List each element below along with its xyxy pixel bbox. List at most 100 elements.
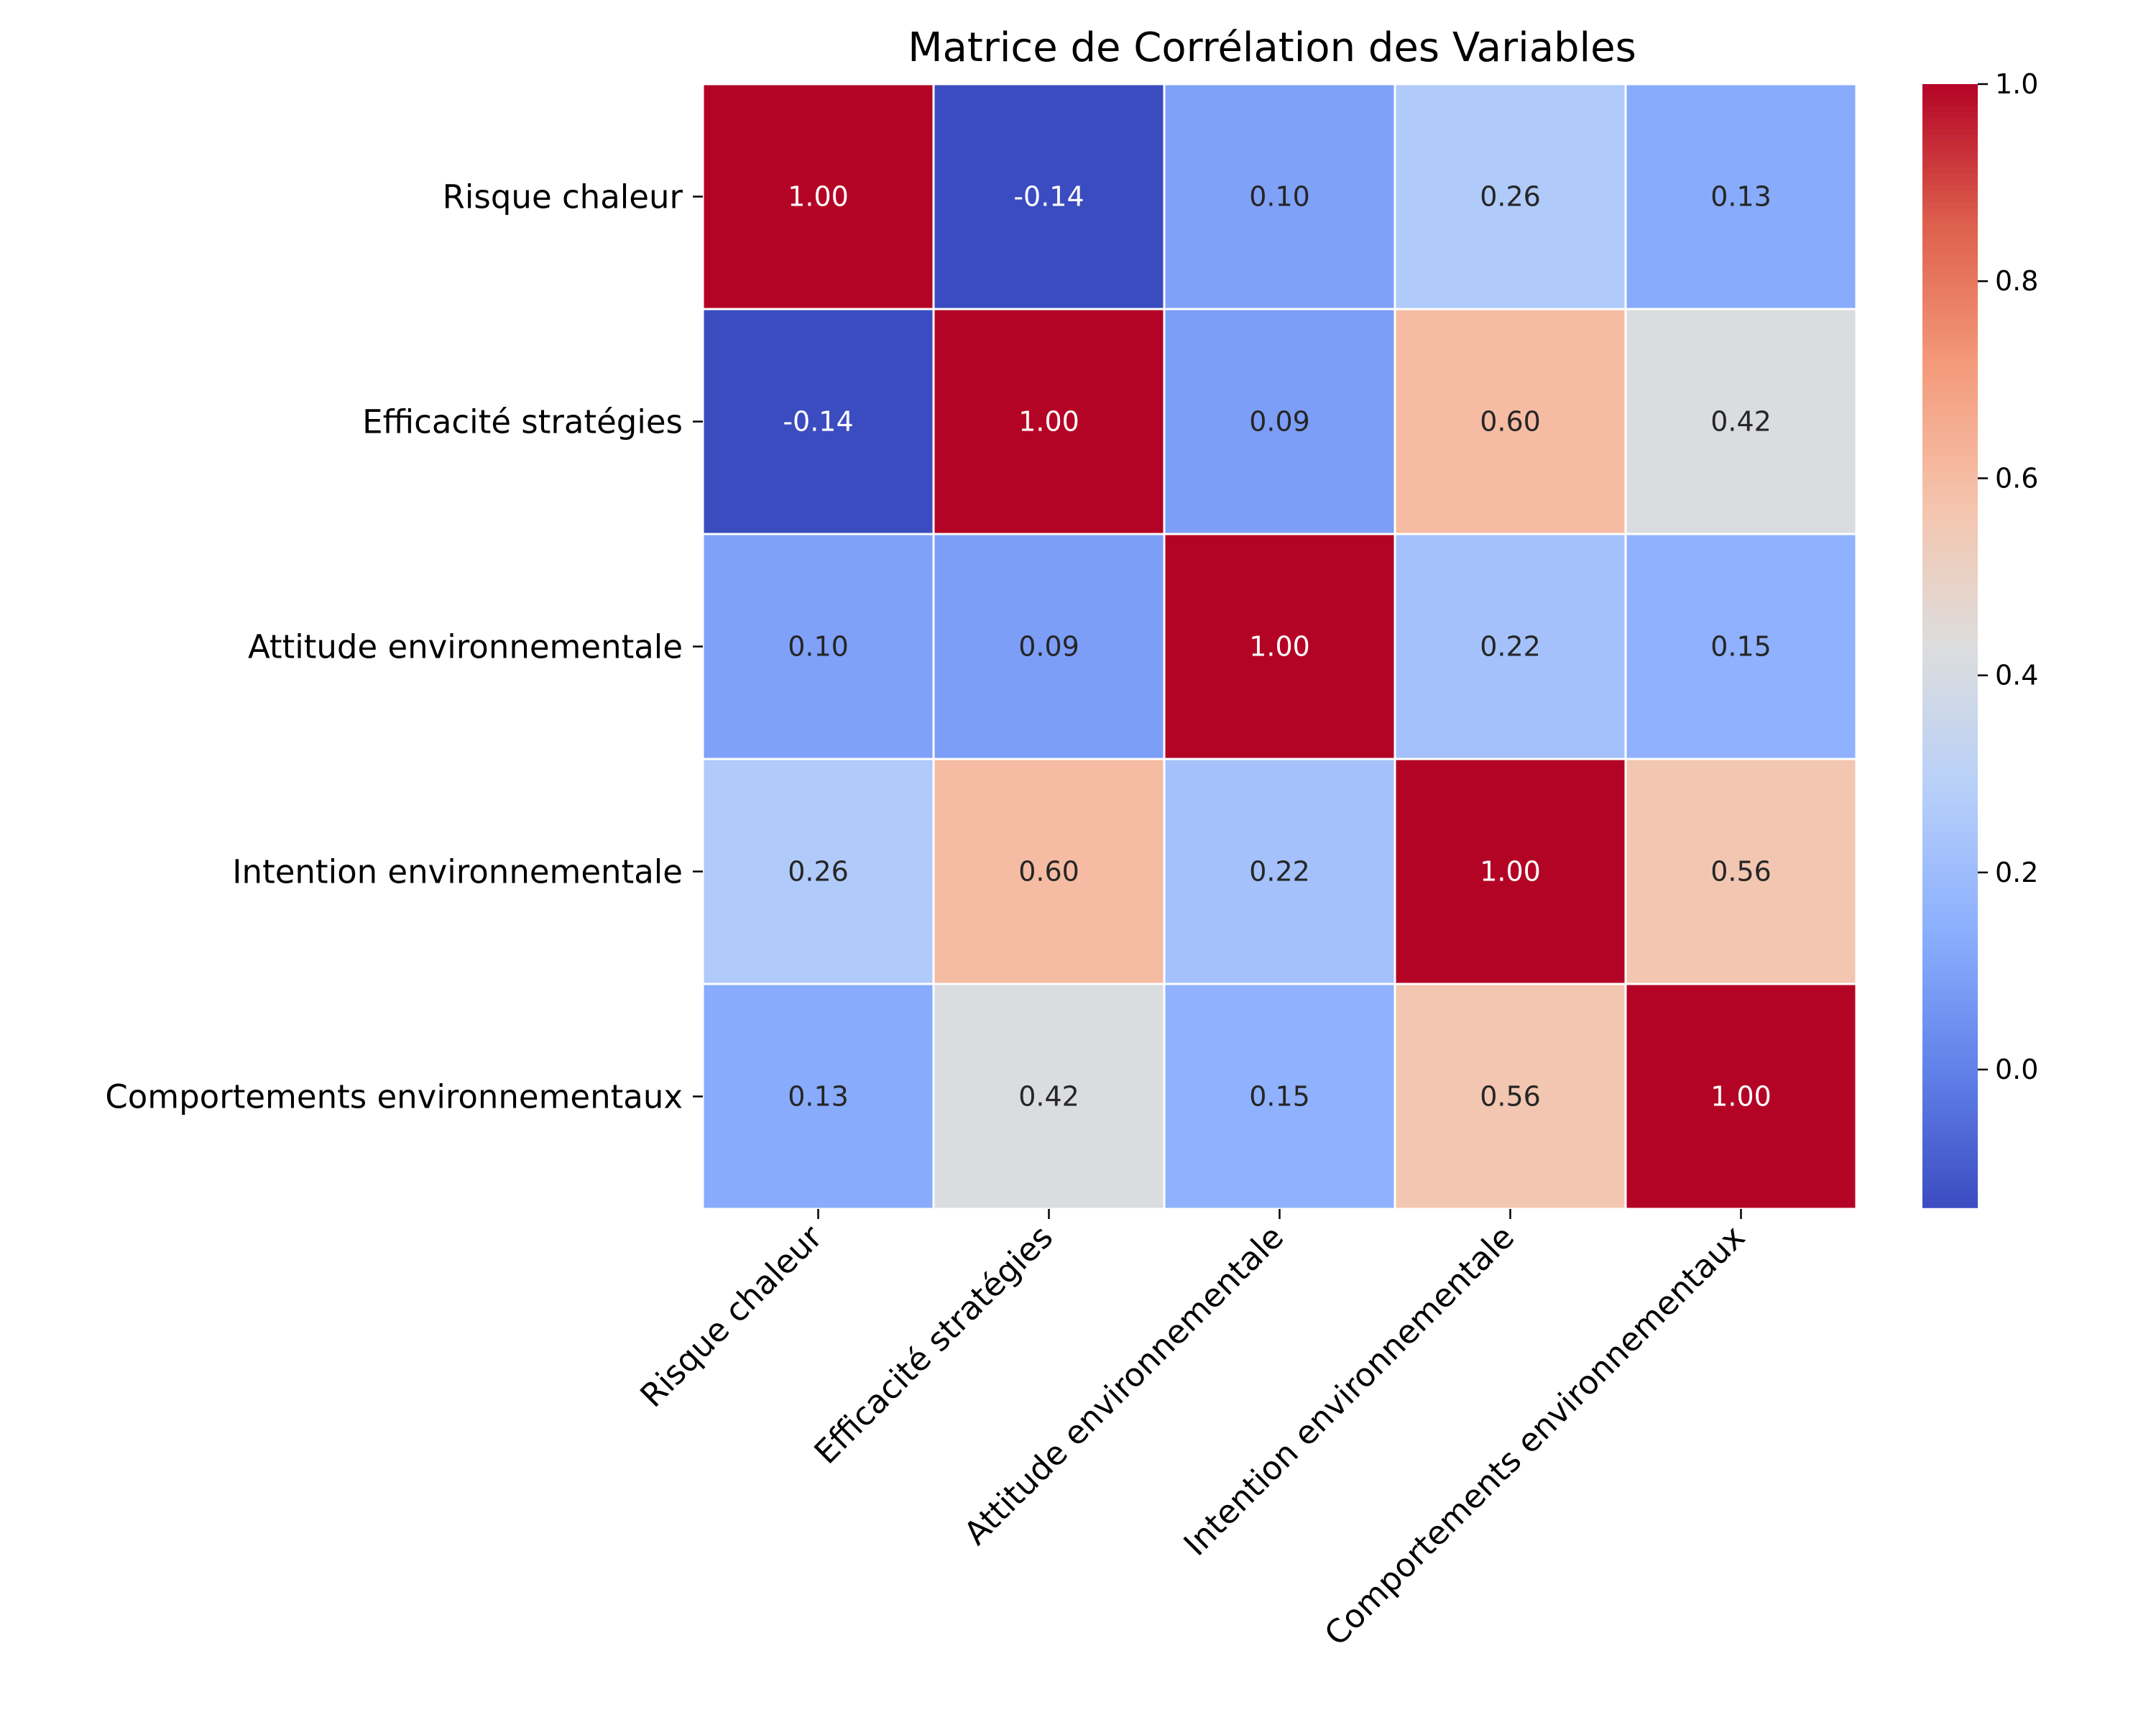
colorbar-segment — [1922, 865, 1978, 871]
colorbar-segment — [1922, 814, 1978, 821]
colorbar-segment — [1922, 977, 1978, 984]
colorbar-segment — [1922, 1089, 1978, 1096]
colorbar-segment — [1922, 556, 1978, 563]
colorbar-segment — [1922, 1156, 1978, 1164]
colorbar-segment — [1922, 129, 1978, 136]
colorbar-segment — [1922, 937, 1978, 944]
colorbar-segment — [1922, 1174, 1978, 1180]
cell-value-label: 1.00 — [1249, 631, 1310, 663]
heatmap-cells: 1.00 -0.14 0.10 0.26 0.13 -0.14 1.00 0.09 0.60 0.… — [701, 83, 1858, 1210]
colorbar-segment — [1922, 348, 1978, 354]
colorbar-segment — [1922, 488, 1978, 495]
colorbar-segment — [1922, 364, 1978, 372]
colorbar-segment — [1922, 1039, 1978, 1046]
colorbar-segment — [1922, 673, 1978, 681]
colorbar-segment — [1922, 426, 1978, 433]
colorbar-segment — [1922, 870, 1978, 877]
colorbar-segment — [1922, 612, 1978, 619]
colorbar-segment — [1922, 1151, 1978, 1158]
colorbar-segment — [1922, 954, 1978, 961]
colorbar-segment — [1922, 915, 1978, 922]
colorbar-segment — [1922, 275, 1978, 282]
colorbar-segment — [1922, 651, 1978, 658]
cell-value-label: 1.00 — [788, 181, 849, 213]
colorbar-segment — [1922, 1067, 1978, 1074]
colorbar-segment — [1922, 831, 1978, 838]
colorbar-segment — [1922, 420, 1978, 428]
column-label: Comportements environnementaux — [1317, 1218, 1753, 1653]
heatmap-cell — [1393, 533, 1627, 760]
colorbar-segment — [1922, 314, 1978, 321]
colorbar-segment — [1922, 1084, 1978, 1090]
colorbar-segment — [1922, 454, 1978, 461]
colorbar-segment — [1922, 297, 1978, 304]
colorbar-segment — [1922, 157, 1978, 164]
colorbar-segment — [1922, 1134, 1978, 1141]
colorbar-segment — [1922, 769, 1978, 776]
colorbar-segment — [1922, 84, 1978, 91]
colorbar-segment — [1922, 645, 1978, 653]
column-label: Risque chaleur — [632, 1218, 829, 1414]
colorbar-segment — [1922, 522, 1978, 529]
colorbar-segment — [1922, 1044, 1978, 1051]
colorbar-segment — [1922, 702, 1978, 709]
colorbar-segment — [1922, 567, 1978, 574]
colorbar-segment — [1922, 1050, 1978, 1057]
colorbar-segment — [1922, 190, 1978, 198]
colorbar-segment — [1922, 1162, 1978, 1169]
colorbar-segment — [1922, 837, 1978, 843]
cell-value-label: 0.09 — [1249, 406, 1310, 438]
colorbar-segment — [1922, 1196, 1978, 1202]
colorbar-segment — [1922, 269, 1978, 276]
cell-value-label: 0.15 — [1710, 631, 1772, 663]
colorbar-segment — [1922, 606, 1978, 613]
colorbar-tick-label: 0.2 — [1995, 857, 2038, 888]
colorbar-segment — [1922, 1027, 1978, 1034]
colorbar-segment — [1922, 797, 1978, 804]
colorbar-segment — [1922, 370, 1978, 377]
colorbar-segment — [1922, 926, 1978, 933]
colorbar-segment — [1922, 735, 1978, 742]
heatmap-cell — [701, 83, 935, 310]
colorbar-segment — [1922, 713, 1978, 719]
cell-value-label: 1.00 — [1710, 1081, 1772, 1113]
cell-value-label: 0.26 — [788, 856, 849, 888]
cell-value-label: 0.26 — [1480, 181, 1541, 213]
colorbar-segment — [1922, 415, 1978, 422]
cell-value-label: 0.09 — [1018, 631, 1079, 663]
colorbar-segment — [1922, 730, 1978, 737]
heatmap-cell — [932, 983, 1166, 1210]
colorbar-segment — [1922, 516, 1978, 523]
colorbar-segment — [1922, 994, 1978, 1000]
colorbar-segment — [1922, 668, 1978, 675]
colorbar-segment — [1922, 101, 1978, 108]
colorbar-segment — [1922, 342, 1978, 349]
colorbar-segment — [1922, 707, 1978, 714]
colorbar-segment — [1922, 1168, 1978, 1174]
colorbar-segment — [1922, 354, 1978, 360]
colorbar-segment — [1922, 438, 1978, 444]
colorbar-tick-label: 0.6 — [1995, 462, 2038, 494]
colorbar-segment — [1922, 505, 1978, 512]
colorbar-segment — [1922, 1022, 1978, 1029]
colorbar-segment — [1922, 803, 1978, 809]
colorbar-segment — [1922, 747, 1978, 753]
cell-value-label: -0.14 — [1013, 181, 1084, 213]
colorbar-segment — [1922, 376, 1978, 382]
colorbar: 0.0 0.2 0.4 0.6 0.8 1.0 — [1922, 68, 2038, 1208]
colorbar-segment — [1922, 898, 1978, 905]
cell-value-label: 0.22 — [1480, 631, 1541, 663]
colorbar-segment — [1922, 1179, 1978, 1186]
colorbar-segment — [1922, 1123, 1978, 1130]
colorbar-segment — [1922, 949, 1978, 956]
heatmap-cell — [932, 758, 1166, 985]
colorbar-segment — [1922, 842, 1978, 849]
colorbar-segment — [1922, 763, 1978, 770]
colorbar-segment — [1922, 921, 1978, 928]
colorbar-segment — [1922, 359, 1978, 366]
colorbar-segment — [1922, 292, 1978, 298]
colorbar-segment — [1922, 196, 1978, 203]
colorbar-segment — [1922, 1061, 1978, 1068]
colorbar-segment — [1922, 909, 1978, 916]
